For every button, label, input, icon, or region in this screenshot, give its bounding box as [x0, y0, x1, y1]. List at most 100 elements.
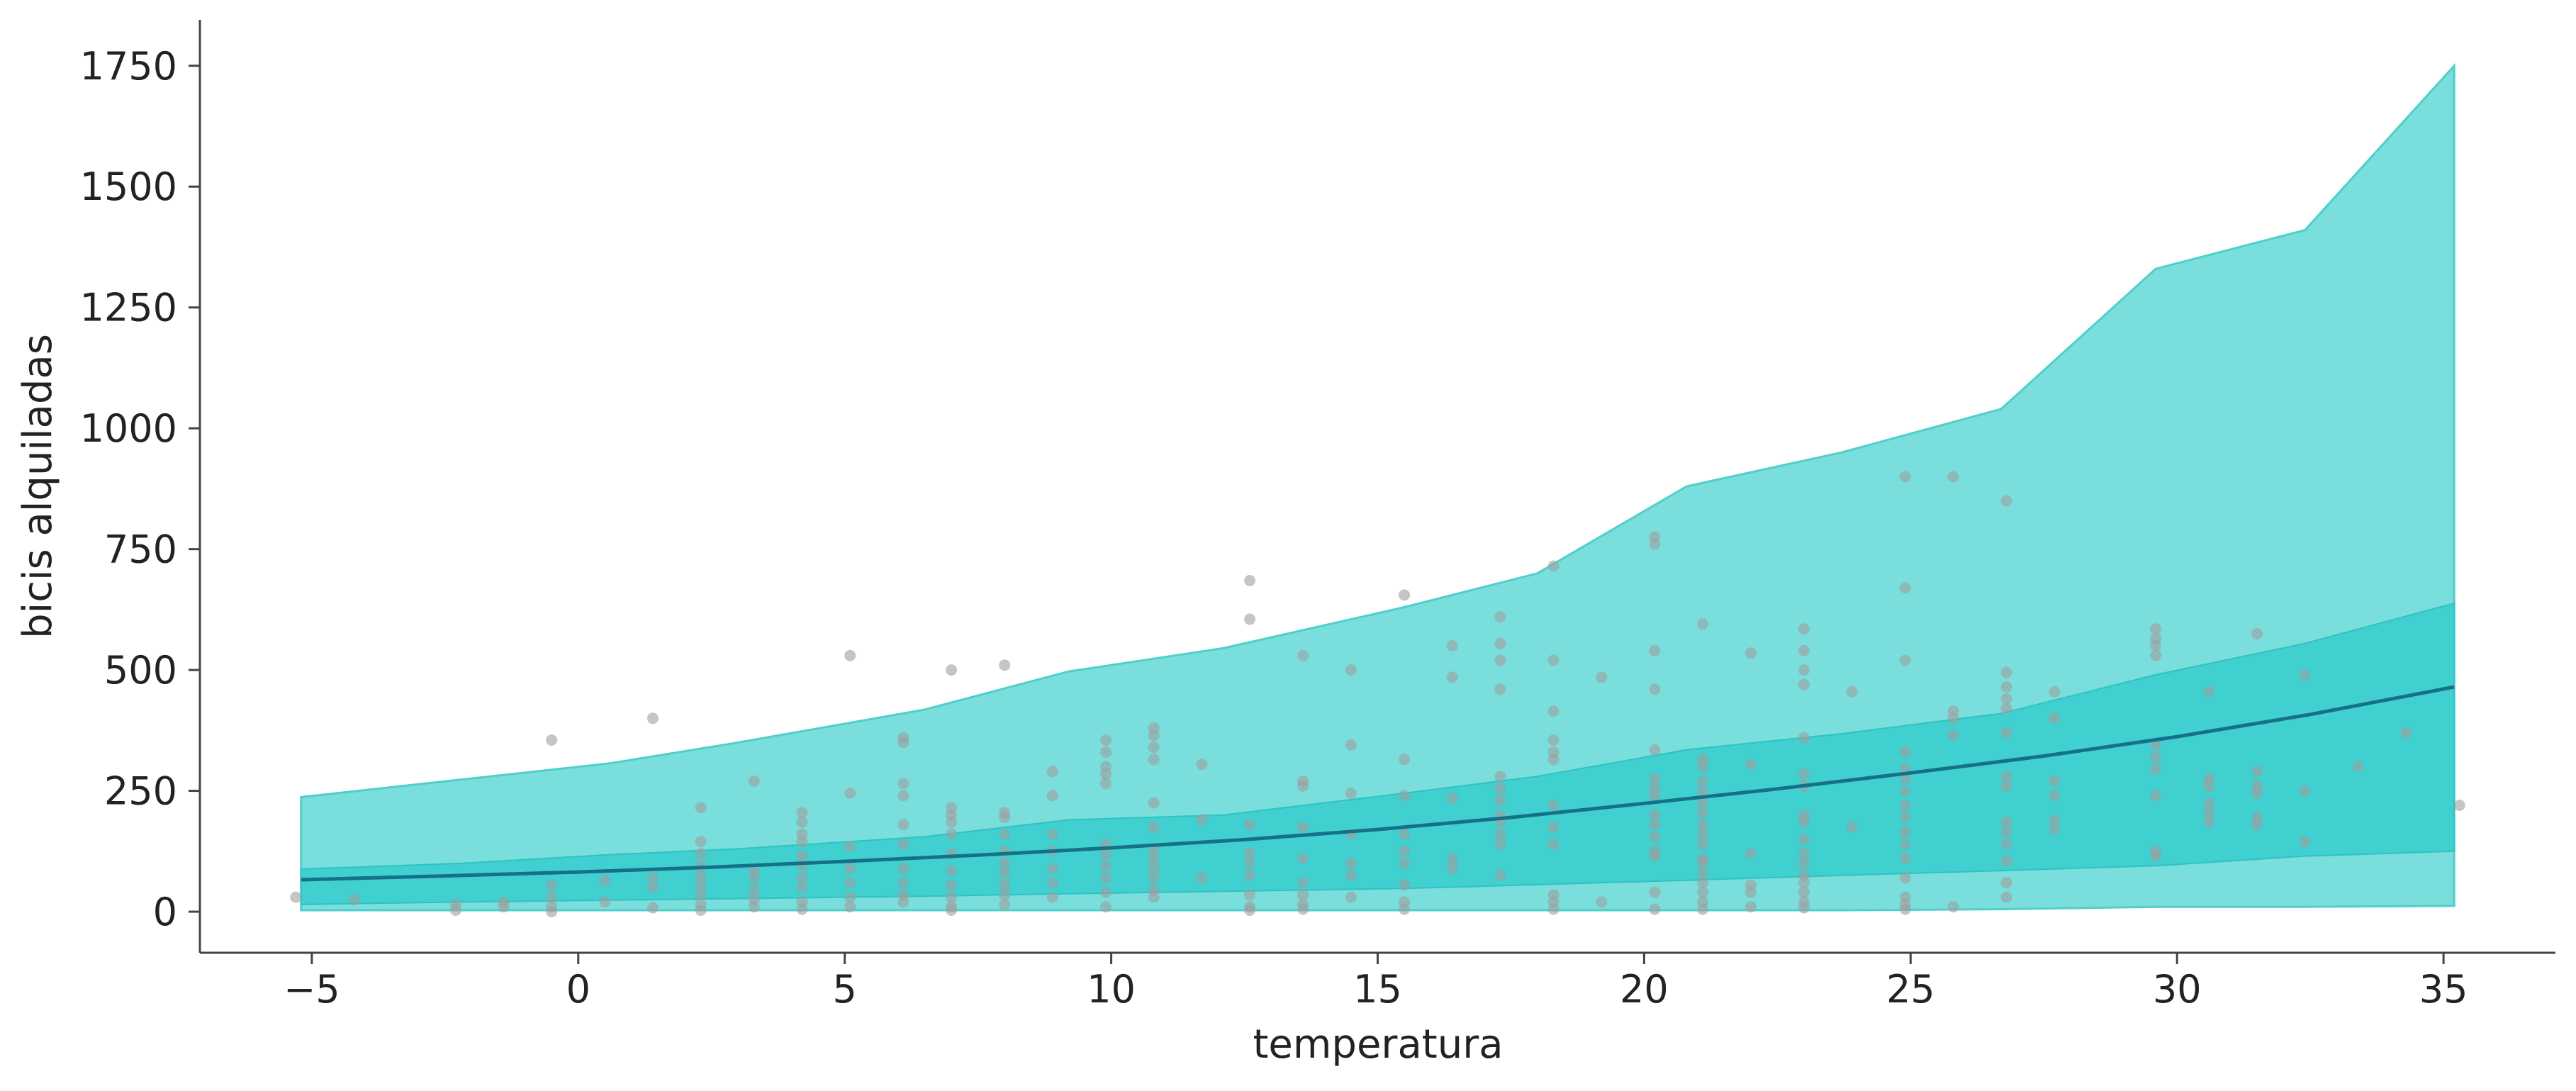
y-tick-label: 1500 [80, 164, 177, 209]
data-point [2150, 763, 2162, 775]
data-point [1798, 833, 1810, 845]
data-point [2203, 797, 2215, 809]
data-point [844, 901, 856, 913]
data-point [290, 891, 302, 903]
data-point [2251, 628, 2263, 639]
data-point [1399, 754, 1411, 766]
data-point [2000, 816, 2012, 828]
data-point [647, 712, 659, 724]
data-point [1494, 637, 1506, 649]
data-point [2150, 623, 2162, 635]
data-point [1798, 644, 1810, 656]
data-point [546, 891, 558, 903]
data-point [1196, 759, 1208, 771]
data-point [1547, 734, 1559, 746]
x-tick-label: 10 [1087, 967, 1136, 1012]
y-tick-label: 750 [104, 527, 177, 572]
outer-band-group [300, 62, 2455, 912]
data-point [1745, 759, 1757, 771]
data-point [1494, 838, 1506, 850]
data-point [1697, 761, 1709, 773]
data-point [1148, 853, 1160, 864]
data-point [1649, 790, 1661, 802]
data-point [999, 857, 1011, 869]
y-axis-label: bicis alquiladas [15, 334, 61, 639]
data-point [1148, 891, 1160, 903]
data-point [1649, 773, 1661, 785]
data-point [1899, 471, 1911, 483]
data-point [1046, 790, 1058, 802]
mean-line [301, 685, 2455, 882]
data-point [999, 659, 1011, 671]
data-point [2150, 850, 2162, 862]
data-point [1547, 800, 1559, 811]
data-point [1399, 589, 1411, 601]
data-point [1148, 729, 1160, 742]
data-point [546, 734, 558, 746]
data-point [1297, 821, 1309, 833]
y-tick-label: 1250 [80, 286, 177, 330]
data-point [2000, 495, 2012, 507]
data-point [1046, 766, 1058, 778]
data-point [2000, 877, 2012, 889]
data-point [999, 867, 1011, 879]
data-point [1297, 889, 1309, 901]
data-point [1649, 809, 1661, 821]
data-point [2299, 785, 2311, 797]
data-point [695, 905, 707, 916]
data-point [1100, 860, 1112, 872]
data-point [1649, 538, 1661, 550]
data-point [2000, 693, 2012, 705]
data-point [796, 881, 808, 893]
data-point [1345, 891, 1357, 903]
data-point [1547, 654, 1559, 666]
data-point [2049, 814, 2061, 826]
data-point [897, 838, 909, 850]
data-point [1148, 872, 1160, 884]
data-point [844, 649, 856, 661]
data-point [1697, 819, 1709, 831]
data-point [1446, 862, 1458, 874]
data-point [796, 836, 808, 848]
data-point [2000, 855, 2012, 867]
x-ticks-group: −5 0 5 10 15 20 25 30 35 [284, 953, 2468, 1012]
data-point [1345, 739, 1357, 751]
data-point [1899, 812, 1911, 824]
data-point [1244, 857, 1256, 869]
data-point [695, 848, 707, 860]
data-point [647, 902, 659, 914]
data-point [1399, 857, 1411, 869]
data-point [1547, 903, 1559, 915]
data-point [1345, 788, 1357, 799]
data-point [1494, 611, 1506, 623]
data-point [1798, 857, 1810, 869]
data-point [1649, 683, 1661, 695]
data-point [2150, 649, 2162, 661]
data-point [2203, 780, 2215, 792]
data-point [1649, 850, 1661, 862]
data-point [2000, 681, 2012, 693]
data-point [1494, 795, 1506, 807]
inner-band-group [300, 602, 2455, 905]
data-point [1745, 647, 1757, 659]
data-point [1798, 877, 1810, 889]
data-point [1697, 618, 1709, 630]
data-point [1100, 746, 1112, 758]
data-point [498, 896, 510, 908]
data-point [695, 889, 707, 901]
data-point [1649, 831, 1661, 843]
data-point [1494, 828, 1506, 840]
data-point [1100, 901, 1112, 913]
data-point [349, 894, 360, 905]
data-point [1697, 877, 1709, 889]
data-point [844, 862, 856, 874]
data-point [1547, 560, 1559, 572]
data-point [1899, 903, 1911, 915]
data-point [1899, 838, 1911, 850]
data-point [1100, 734, 1112, 746]
data-point [1649, 819, 1661, 831]
data-point [796, 816, 808, 828]
data-point [946, 879, 958, 891]
